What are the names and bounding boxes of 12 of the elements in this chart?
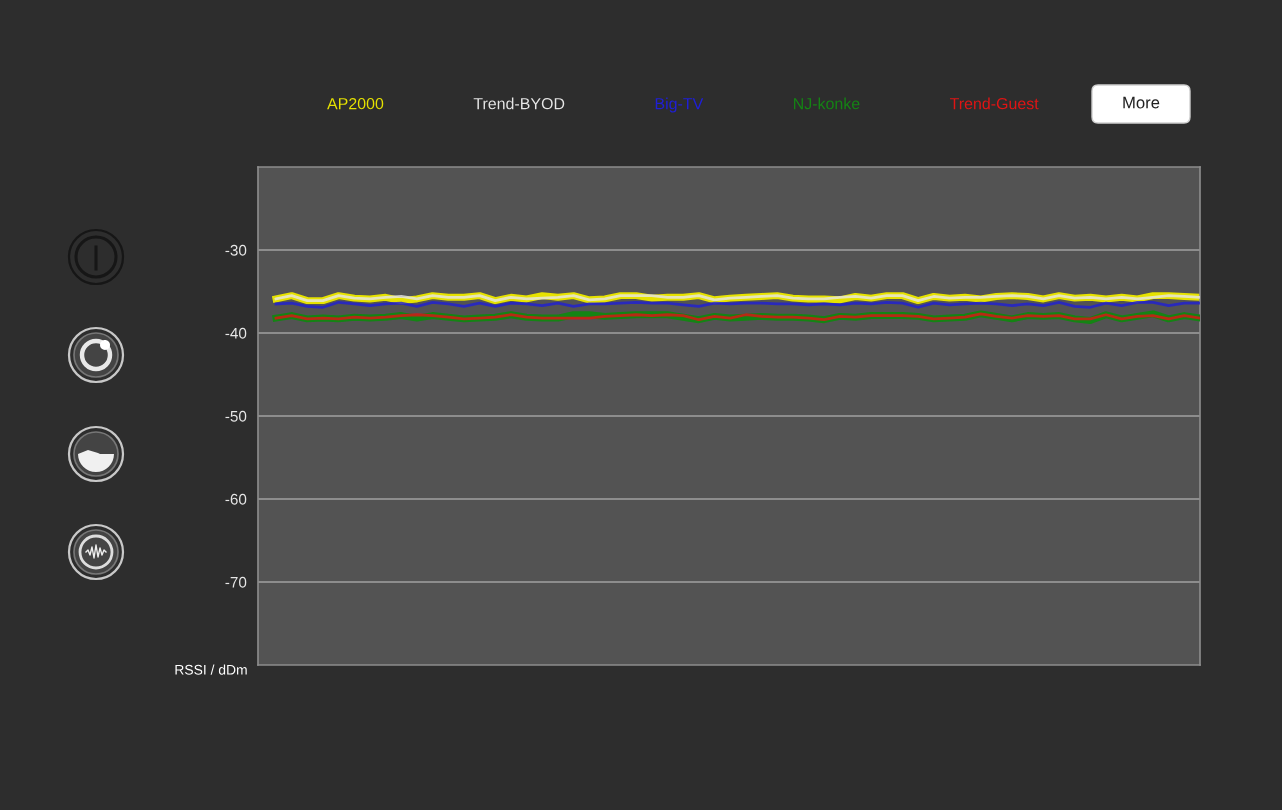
text: NJ-konke <box>794 97 860 110</box>
y-tick-label: -40 <box>225 327 247 339</box>
text: AP2000 <box>327 97 384 110</box>
text: Trend-Guest <box>949 97 1039 110</box>
text: Big-TV <box>655 97 704 113</box>
y-tick-label: -30 <box>225 244 247 256</box>
y-tick-label: -50 <box>225 410 247 422</box>
text: More <box>1123 96 1160 109</box>
y-tick-label: -70 <box>225 576 247 588</box>
y-tick-label: -60 <box>225 493 247 505</box>
y-axis-title: RSSI / dDm <box>175 664 247 675</box>
text: Trend-BYOD <box>473 97 565 110</box>
